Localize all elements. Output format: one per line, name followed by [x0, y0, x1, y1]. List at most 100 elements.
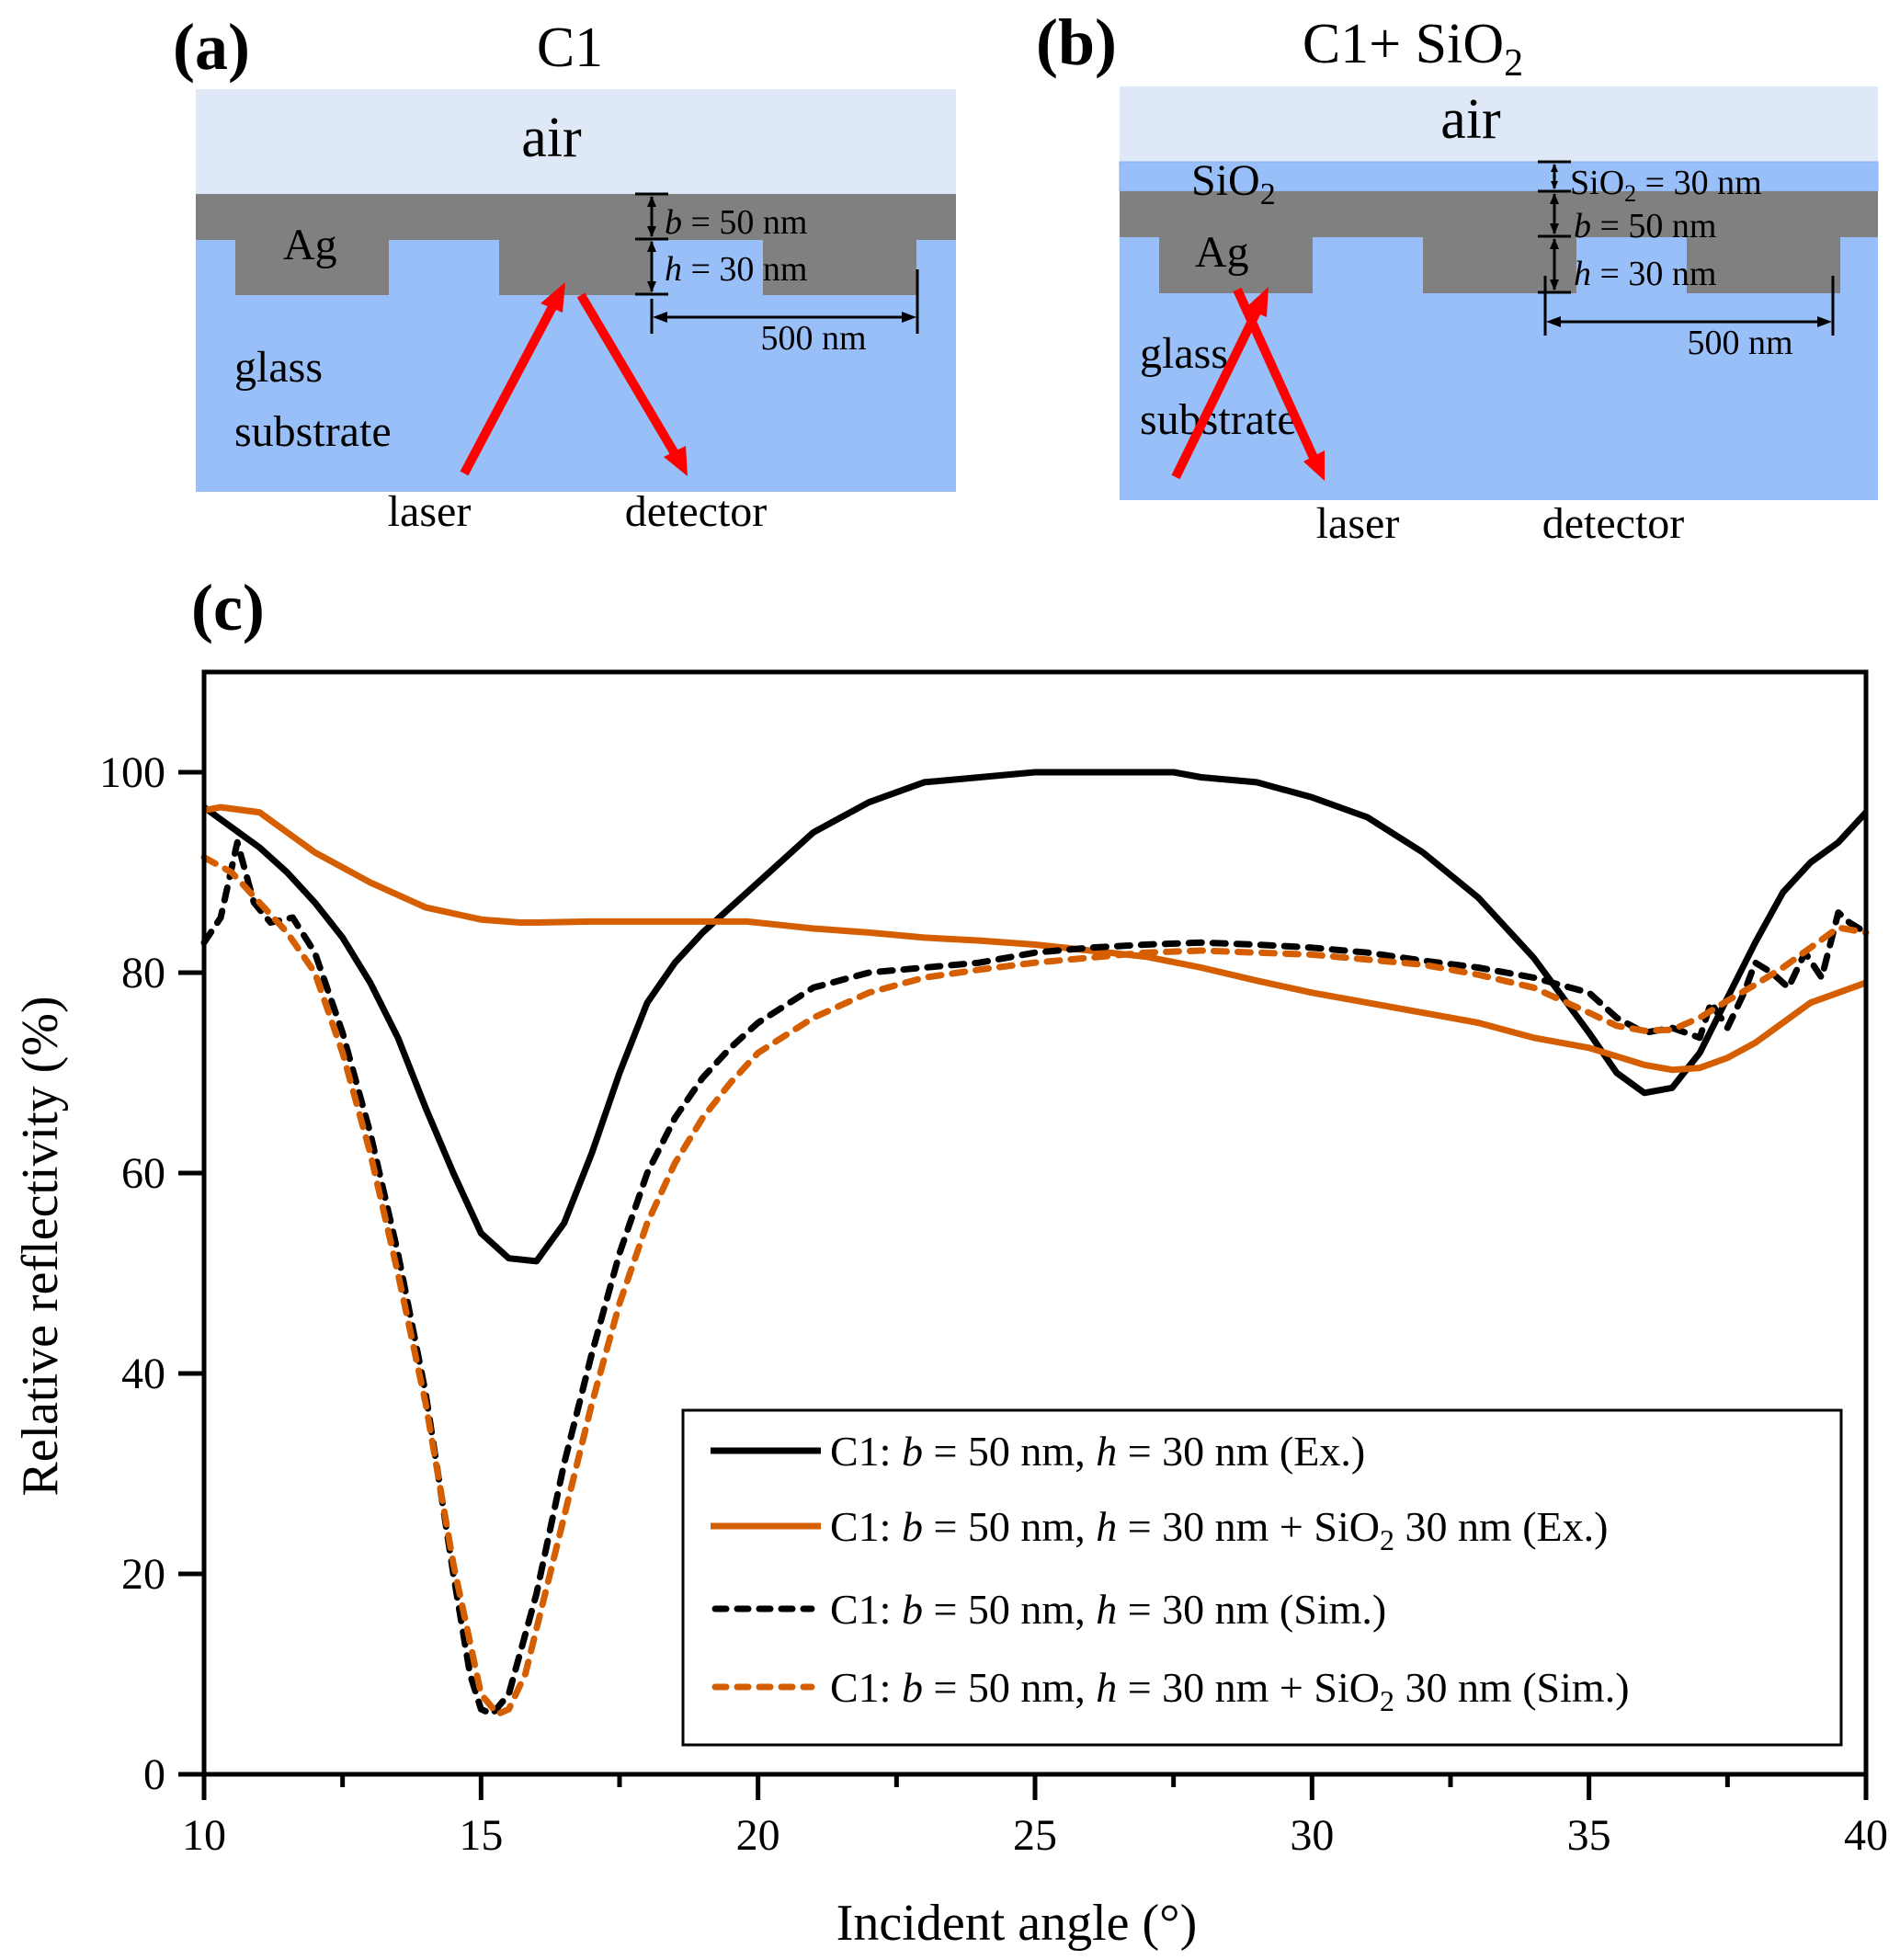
- laser-arrowhead: [540, 282, 565, 313]
- plot-series: [200, 769, 1870, 1718]
- sio2-dimension-label: SiO2 = 30 nm: [1570, 164, 1762, 207]
- series-line-1: [201, 769, 1869, 1265]
- legend-text-part: = 50 nm,: [923, 1586, 1096, 1633]
- sio2-sub: 2: [1260, 177, 1276, 211]
- legend-text-part: b: [902, 1428, 923, 1475]
- y-tick-label: 60: [121, 1149, 165, 1198]
- arrowhead: [1817, 316, 1832, 327]
- silver-grating-ridge: [1159, 236, 1313, 293]
- legend-text-part: C1:: [830, 1664, 902, 1711]
- panel-a: (a) C1 air Ag glass substrate b = 50 nm …: [173, 10, 956, 536]
- h-dimension-label: h = 30 nm: [1574, 255, 1717, 293]
- legend-label-1: C1: b = 50 nm, h = 30 nm (Ex.): [830, 1428, 1365, 1475]
- substrate-label-2: substrate: [234, 407, 392, 456]
- legend-text-part: b: [902, 1664, 923, 1711]
- silver-grating-ridge: [763, 239, 916, 295]
- arrowhead: [1546, 316, 1561, 327]
- laser-label: laser: [388, 487, 472, 536]
- x-axis-label: Incident angle (°): [836, 1895, 1197, 1952]
- y-tick-label: 0: [143, 1750, 165, 1799]
- air-layer: [1120, 86, 1878, 162]
- legend-text-part: 2: [1380, 1523, 1394, 1556]
- sio2-dim-value: = 30 nm: [1636, 164, 1762, 202]
- legend-text-part: h: [1096, 1428, 1117, 1475]
- dimension-arrowheads: [1550, 164, 1559, 291]
- b-value: = 50 nm: [682, 203, 808, 242]
- y-tick-label: 100: [99, 748, 165, 797]
- series-line-2: [203, 803, 1868, 1074]
- legend-text-part: C1:: [830, 1428, 902, 1475]
- detector-label: detector: [625, 487, 768, 536]
- y-tick-label: 40: [121, 1350, 165, 1398]
- title-main: C1+ SiO: [1303, 13, 1504, 75]
- panel-a-label: (a): [173, 10, 250, 84]
- silver-grating-ridge: [235, 239, 389, 295]
- air-label: air: [1440, 88, 1501, 151]
- ag-label: Ag: [1195, 228, 1249, 277]
- silver-grating-ridge: [499, 239, 653, 295]
- period-label: 500 nm: [1687, 324, 1792, 362]
- reflected-beam: [1233, 287, 1319, 462]
- air-label: air: [521, 107, 582, 169]
- legend: C1: b = 50 nm, h = 30 nm (Ex.)C1: b = 50…: [681, 1408, 1843, 1747]
- arrowhead: [653, 312, 667, 323]
- legend-text-part: = 50 nm,: [923, 1428, 1096, 1475]
- h-value: = 30 nm: [1591, 255, 1717, 293]
- air-layer: [196, 89, 956, 196]
- legend-text-part: h: [1096, 1664, 1117, 1711]
- ag-label: Ag: [283, 221, 337, 269]
- panel-b: (b) C1+ SiO2 air SiO2 Ag glass substrate…: [1036, 6, 1879, 548]
- reflected-beam: [576, 292, 680, 458]
- x-tick-label: 40: [1844, 1811, 1888, 1860]
- y-axis: 0 20 40 60 80 100: [99, 748, 204, 1799]
- b-var: b: [1574, 207, 1591, 245]
- legend-text-part: 30 nm (Sim.): [1394, 1664, 1630, 1711]
- b-value: = 50 nm: [1591, 207, 1717, 245]
- h-dimension-label: h = 30 nm: [665, 250, 808, 289]
- substrate-label-1: glass: [234, 343, 323, 392]
- laser-label: laser: [1316, 499, 1400, 548]
- x-tick-label: 20: [736, 1811, 780, 1860]
- x-tick-label: 15: [459, 1811, 503, 1860]
- arrowhead: [902, 312, 916, 323]
- legend-text-part: 2: [1380, 1684, 1394, 1717]
- substrate-label-1: glass: [1140, 329, 1228, 378]
- sio2-main: SiO: [1191, 156, 1260, 205]
- laser-beam: [1171, 305, 1263, 480]
- series-line-3: [200, 838, 1870, 1718]
- legend-text-part: b: [902, 1586, 923, 1633]
- panel-b-label: (b): [1036, 6, 1117, 79]
- sio2-layer: [1119, 161, 1879, 192]
- silver-grating-ridge: [1423, 236, 1576, 293]
- silver-film: [196, 194, 956, 240]
- legend-text-part: = 50 nm,: [923, 1503, 1096, 1550]
- sio2-label: SiO2: [1191, 156, 1276, 211]
- panel-c: (c) 0 20 40 60 80 100 10 15 20 25 30 35 40 Relative…: [12, 571, 1888, 1952]
- title-sub: 2: [1504, 42, 1523, 85]
- legend-text-part: = 30 nm + SiO: [1117, 1664, 1380, 1711]
- detector-arrowhead: [664, 446, 688, 476]
- period-dimension: [650, 269, 919, 334]
- x-tick-label: 35: [1567, 1811, 1611, 1860]
- panel-b-title: C1+ SiO2: [1303, 13, 1523, 85]
- panel-c-label: (c): [191, 571, 265, 644]
- legend-label-4: C1: b = 50 nm, h = 30 nm + SiO2 30 nm (S…: [830, 1664, 1630, 1717]
- b-dimension-label: b = 50 nm: [1574, 207, 1717, 245]
- legend-text-part: = 30 nm (Ex.): [1117, 1428, 1365, 1475]
- y-axis-label: Relative reflectivity (%): [12, 996, 69, 1496]
- h-value: = 30 nm: [682, 250, 808, 289]
- x-tick-label: 25: [1013, 1811, 1057, 1860]
- legend-text-part: = 30 nm (Sim.): [1117, 1586, 1386, 1633]
- substrate-label-2: substrate: [1140, 395, 1297, 444]
- x-tick-label: 10: [182, 1811, 226, 1860]
- series-line-4: [200, 854, 1870, 1718]
- legend-box: [681, 1408, 1843, 1747]
- b-var: b: [665, 203, 682, 242]
- detector-label: detector: [1542, 499, 1685, 548]
- detector-arrowhead: [1303, 450, 1325, 481]
- legend-text-part: b: [902, 1503, 923, 1550]
- y-tick-label: 80: [121, 949, 165, 997]
- x-axis: 10 15 20 25 30 35 40: [182, 1774, 1888, 1860]
- sio2-dim-sub: 2: [1624, 180, 1636, 207]
